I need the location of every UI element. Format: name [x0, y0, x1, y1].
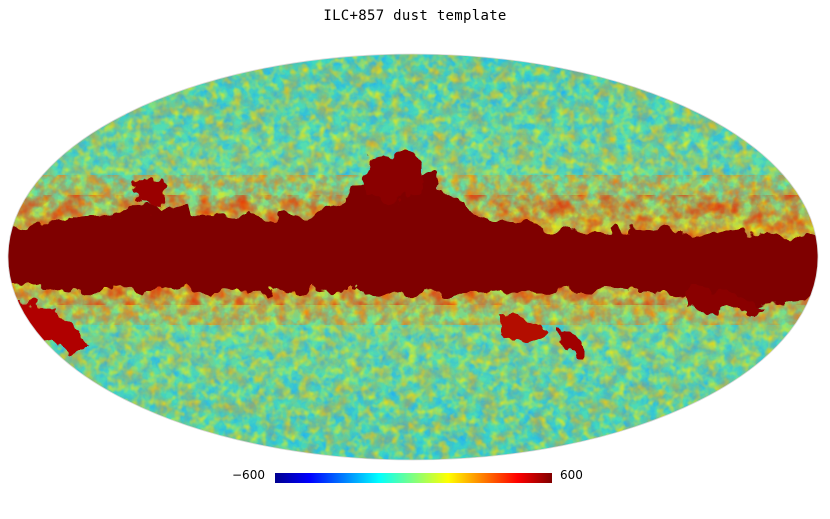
- plot-title: ILC+857 dust template: [323, 8, 507, 24]
- galactic-plane: [8, 152, 818, 360]
- colorbar: [275, 473, 552, 483]
- map-outline: [7, 53, 819, 461]
- colorbar-max-label: 600: [560, 468, 583, 482]
- colorbar-min-label: −600: [232, 468, 265, 482]
- sky-map-content: [8, 54, 818, 460]
